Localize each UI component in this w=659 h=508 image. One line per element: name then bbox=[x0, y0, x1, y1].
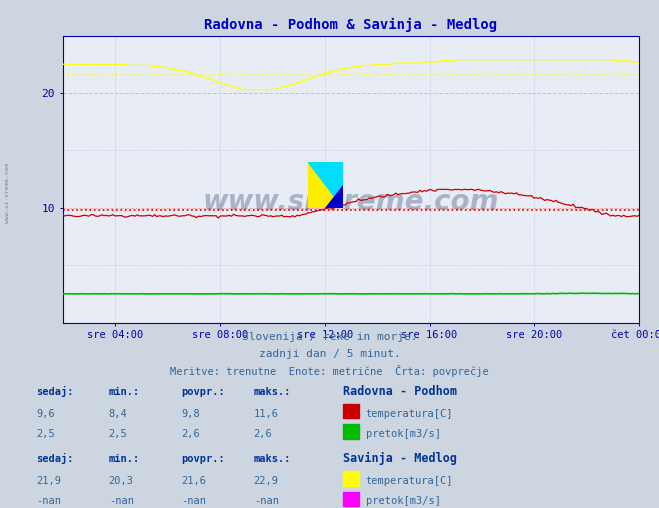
Text: sedaj:: sedaj: bbox=[36, 453, 74, 464]
Text: 21,6: 21,6 bbox=[181, 476, 206, 486]
Text: 2,5: 2,5 bbox=[36, 429, 55, 439]
Text: min.:: min.: bbox=[109, 454, 140, 464]
Text: pretok[m3/s]: pretok[m3/s] bbox=[366, 496, 441, 506]
Text: www.si-vreme.com: www.si-vreme.com bbox=[203, 188, 499, 216]
Text: Slovenija / reke in morje.: Slovenija / reke in morje. bbox=[242, 332, 417, 342]
Text: povpr.:: povpr.: bbox=[181, 454, 225, 464]
Text: Savinja - Medlog: Savinja - Medlog bbox=[343, 452, 457, 465]
Bar bbox=[343, 404, 359, 419]
Title: Radovna - Podhom & Savinja - Medlog: Radovna - Podhom & Savinja - Medlog bbox=[204, 17, 498, 31]
Text: 11,6: 11,6 bbox=[254, 408, 279, 419]
Text: www.si-vreme.com: www.si-vreme.com bbox=[5, 163, 11, 223]
Text: maks.:: maks.: bbox=[254, 387, 291, 397]
Text: 9,8: 9,8 bbox=[181, 408, 200, 419]
Bar bbox=[343, 424, 359, 438]
Text: 2,6: 2,6 bbox=[181, 429, 200, 439]
Text: 2,5: 2,5 bbox=[109, 429, 127, 439]
Text: -nan: -nan bbox=[254, 496, 279, 506]
Text: temperatura[C]: temperatura[C] bbox=[366, 408, 453, 419]
Polygon shape bbox=[326, 185, 343, 208]
Text: sedaj:: sedaj: bbox=[36, 386, 74, 397]
Text: pretok[m3/s]: pretok[m3/s] bbox=[366, 429, 441, 439]
Text: 2,6: 2,6 bbox=[254, 429, 272, 439]
Text: 9,6: 9,6 bbox=[36, 408, 55, 419]
Text: maks.:: maks.: bbox=[254, 454, 291, 464]
Text: povpr.:: povpr.: bbox=[181, 387, 225, 397]
Text: 20,3: 20,3 bbox=[109, 476, 134, 486]
Text: min.:: min.: bbox=[109, 387, 140, 397]
Text: zadnji dan / 5 minut.: zadnji dan / 5 minut. bbox=[258, 349, 401, 359]
Text: 21,9: 21,9 bbox=[36, 476, 61, 486]
Text: 8,4: 8,4 bbox=[109, 408, 127, 419]
Text: 22,9: 22,9 bbox=[254, 476, 279, 486]
Polygon shape bbox=[308, 162, 343, 208]
Text: -nan: -nan bbox=[109, 496, 134, 506]
Text: Meritve: trenutne  Enote: metrične  Črta: povprečje: Meritve: trenutne Enote: metrične Črta: … bbox=[170, 365, 489, 377]
Text: temperatura[C]: temperatura[C] bbox=[366, 476, 453, 486]
Bar bbox=[343, 492, 359, 506]
Text: Radovna - Podhom: Radovna - Podhom bbox=[343, 385, 457, 398]
Text: -nan: -nan bbox=[36, 496, 61, 506]
Bar bbox=[343, 471, 359, 486]
Text: -nan: -nan bbox=[181, 496, 206, 506]
